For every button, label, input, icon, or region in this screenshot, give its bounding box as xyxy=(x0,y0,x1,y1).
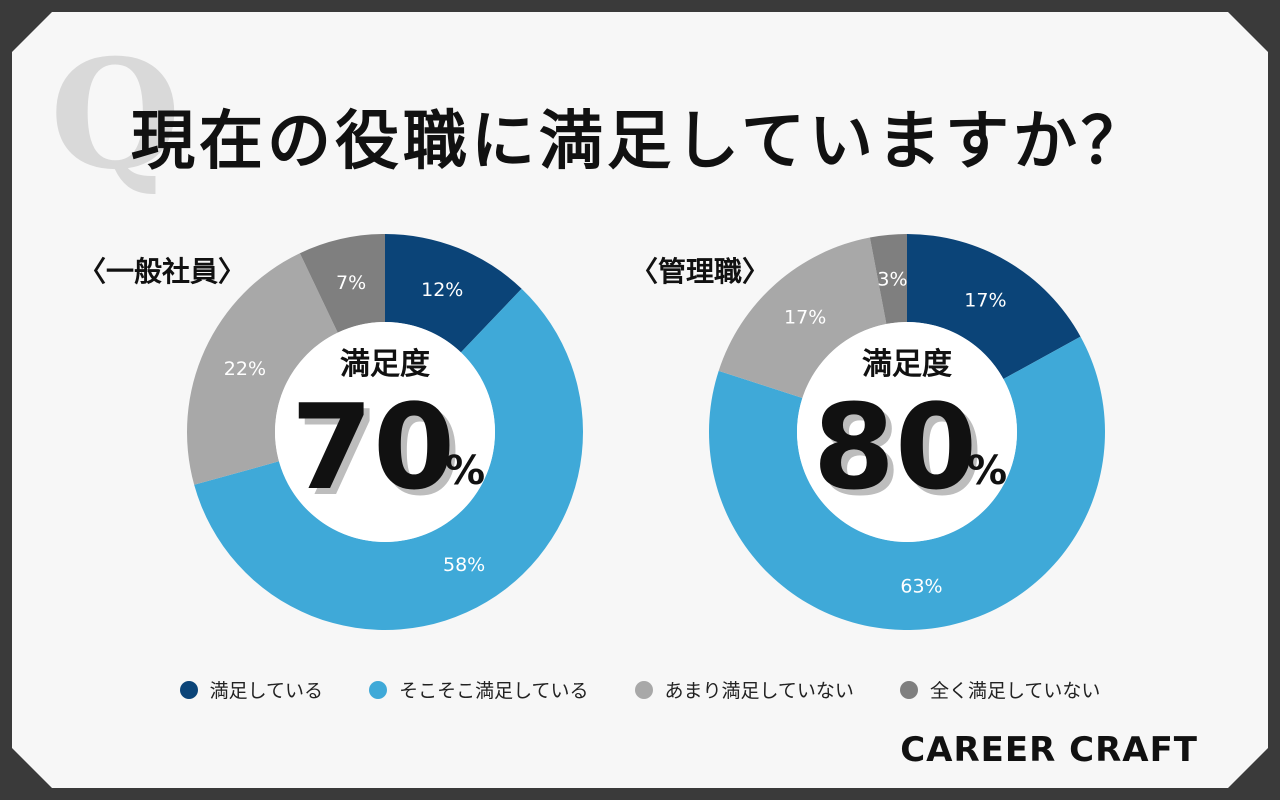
satisfaction-value: 80 xyxy=(813,378,977,516)
legend-dot xyxy=(369,680,388,699)
donut-slice xyxy=(708,336,1105,630)
panel-label-general: 〈一般社員〉 xyxy=(78,255,247,288)
donut-slice xyxy=(907,234,1081,380)
panel-label-manager: 〈管理職〉 xyxy=(630,255,771,288)
slice-label: 63% xyxy=(900,575,942,597)
slice-label: 12% xyxy=(421,279,463,301)
legend-dot xyxy=(634,680,653,699)
donut-slice xyxy=(194,288,584,630)
legend-item-not-satisfied: 全く満足していない xyxy=(899,676,1101,703)
legend-label: そこそこ満足している xyxy=(399,680,589,702)
satisfaction-shadow: 70 xyxy=(297,384,461,522)
donut-hole xyxy=(275,322,495,542)
donut-slice xyxy=(869,234,907,324)
slice-label: 3% xyxy=(877,269,907,291)
legend: 満足している そこそこ満足している あまり満足していない 全く満足していない xyxy=(0,676,1280,703)
satisfaction-shadow: 80 xyxy=(819,384,983,522)
satisfaction-value: 70 xyxy=(291,378,455,516)
legend-item-satisfied: 満足している xyxy=(179,676,324,703)
legend-dot xyxy=(899,680,918,699)
donut-hole xyxy=(797,322,1017,542)
legend-label: 全く満足していない xyxy=(929,680,1101,702)
slice-label: 7% xyxy=(336,272,366,294)
legend-item-not-very-satisfied: あまり満足していない xyxy=(634,676,854,703)
page-title: 現在の役職に満足していますか？ xyxy=(130,105,1150,179)
legend-label: 満足している xyxy=(209,680,324,702)
slice-label: 58% xyxy=(443,554,485,576)
percent-sign: % xyxy=(967,448,1007,494)
legend-label: あまり満足していない xyxy=(664,680,854,702)
slice-label: 22% xyxy=(224,358,266,380)
donut-slice xyxy=(299,234,385,333)
legend-item-somewhat-satisfied: そこそこ満足している xyxy=(369,676,589,703)
donut-slice xyxy=(385,234,522,353)
q-mark-logo: Q xyxy=(50,27,181,203)
percent-sign: % xyxy=(445,448,485,494)
slice-label: 17% xyxy=(964,289,1006,311)
donut-slice xyxy=(718,237,887,399)
brand-logo: CAREER CRAFT xyxy=(900,730,1198,770)
donut-slice xyxy=(187,253,338,485)
slice-label: 17% xyxy=(784,306,826,328)
legend-dot xyxy=(179,680,198,699)
center-label: 満足度 xyxy=(862,347,952,382)
center-label: 満足度 xyxy=(340,347,430,382)
